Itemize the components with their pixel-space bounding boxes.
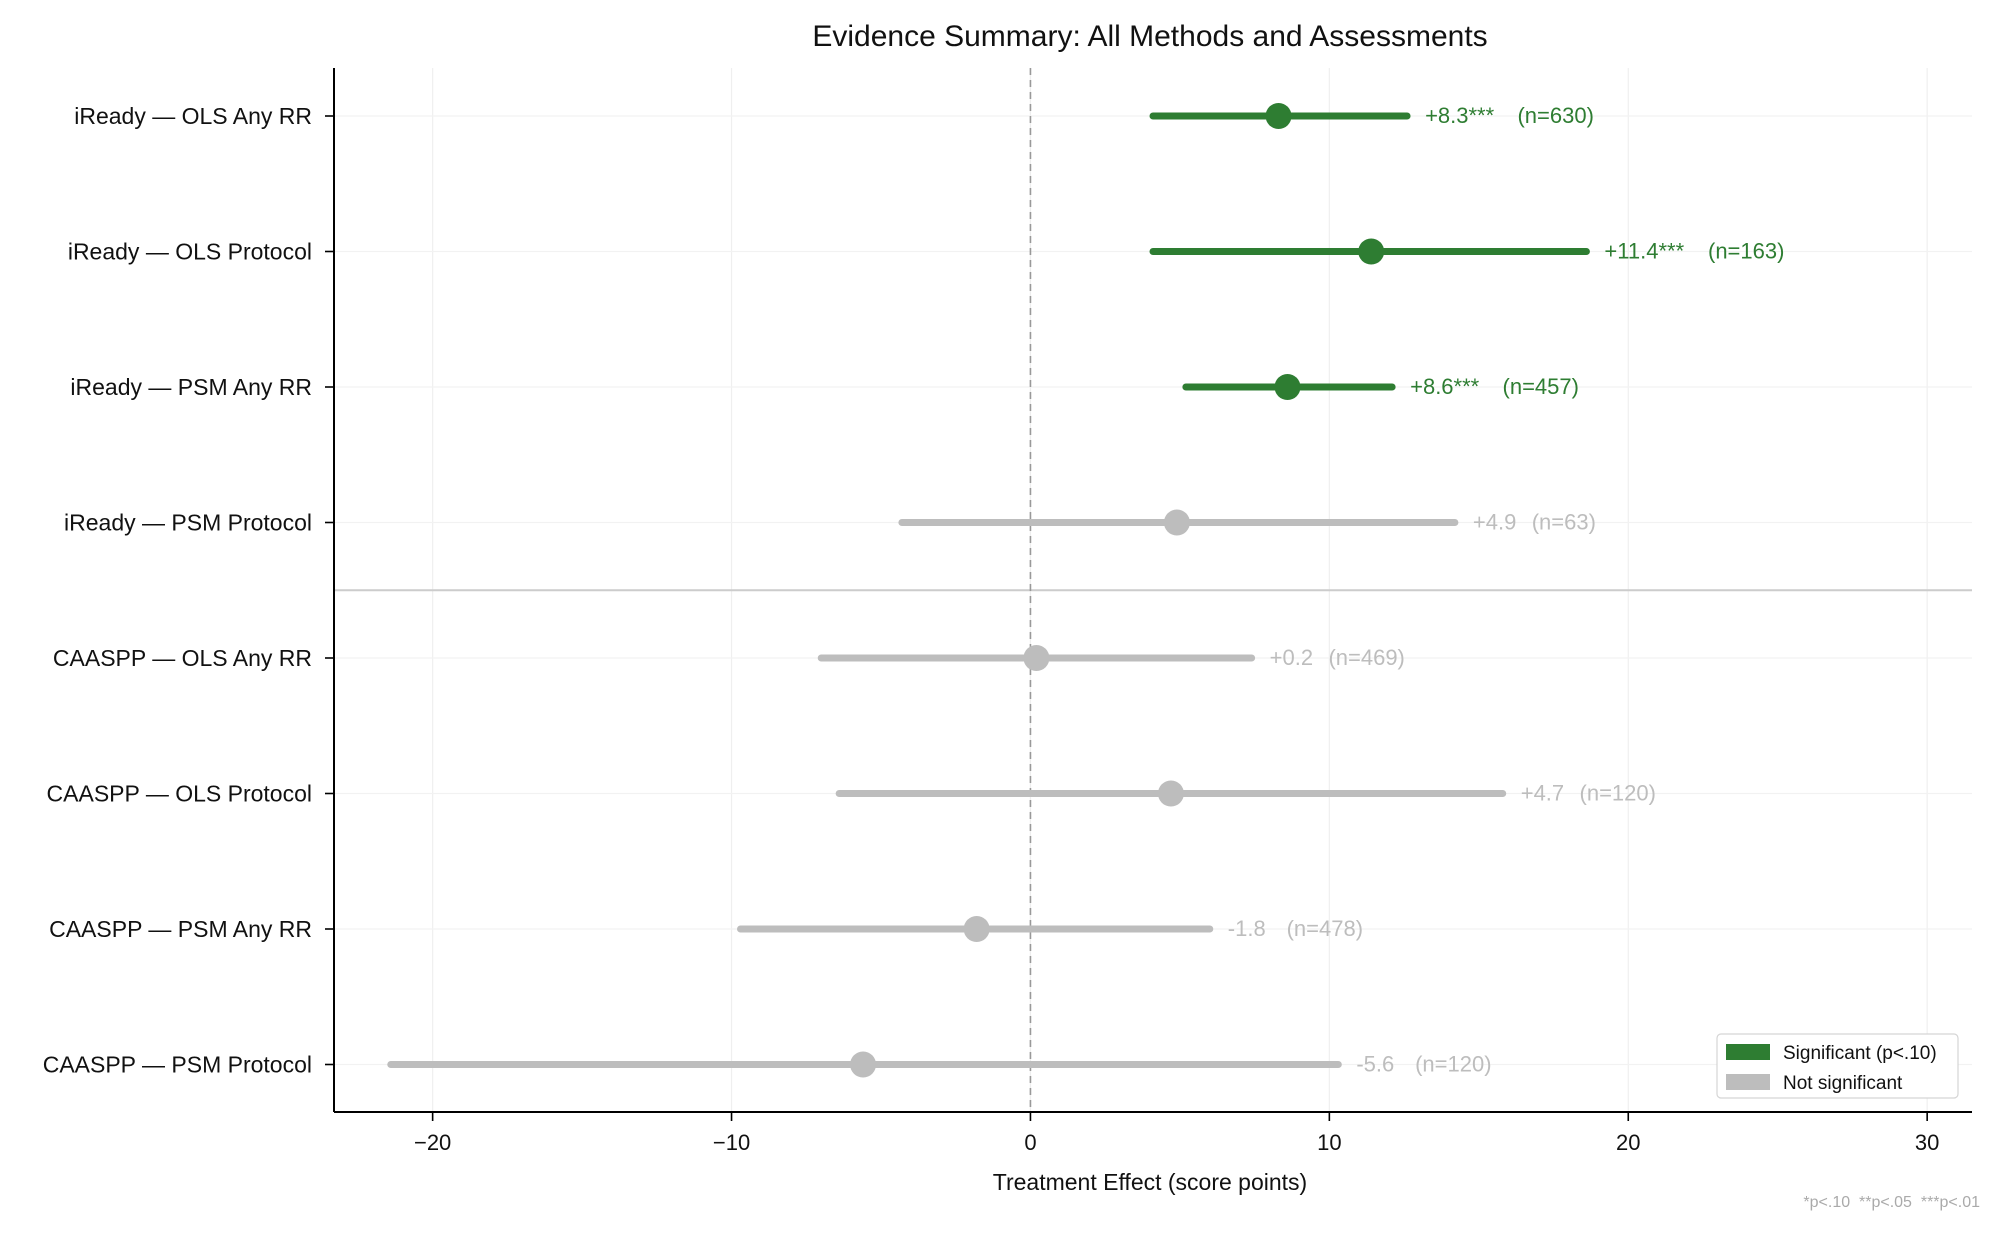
x-tick-label: 0 [1024,1130,1036,1155]
estimate-annotation: +11.4*** [1604,239,1684,264]
legend-label: Significant (p<.10) [1783,1043,1937,1064]
y-tick-label: CAASPP — PSM Any RR [49,916,312,942]
estimate-annotation: +8.3*** [1425,103,1495,128]
point-estimate [1163,509,1190,536]
sample-size-annotation: (n=630) [1517,103,1593,128]
x-tick-label: 10 [1317,1130,1341,1155]
point-estimate [1023,645,1050,671]
legend-box [1716,1033,1959,1099]
sample-size-annotation: (n=457) [1503,374,1579,399]
point-estimate [1265,103,1292,129]
sample-size-annotation: (n=120) [1580,781,1656,806]
estimate-annotation: -5.6 [1356,1052,1394,1077]
sample-size-annotation: (n=469) [1328,645,1404,670]
legend: Significant (p<.10) Not significant [1716,1033,1959,1099]
point-estimate [1358,238,1385,265]
sample-size-annotation: (n=163) [1708,239,1784,264]
y-tick-label: CAASPP — OLS Any RR [53,645,312,671]
significance-footnote: *p<.10 **p<.05 ***p<.01 [1803,1194,1980,1211]
estimate-annotation: +4.7 [1521,781,1564,806]
axes-layer: −20 −10 0 10 20 30 iReady — OLS Any RR iReady —… [43,68,1972,1155]
estimate-annotation: -1.8 [1228,916,1266,941]
x-tick-label: 20 [1616,1130,1640,1155]
point-estimate [1274,374,1301,400]
legend-swatch [1726,1074,1770,1090]
x-axis-label: Treatment Effect (score points) [993,1169,1307,1195]
y-tick-label: iReady — OLS Any RR [74,103,312,129]
legend-label: Not significant [1783,1073,1903,1094]
point-estimate [1157,780,1184,807]
sample-size-annotation: (n=120) [1415,1052,1491,1077]
point-estimate [963,916,990,942]
y-tick-label: iReady — PSM Any RR [70,374,312,400]
point-estimate [850,1051,877,1078]
chart-title: Evidence Summary: All Methods and Assess… [812,20,1487,53]
x-tick-label: 30 [1915,1130,1939,1155]
estimate-annotation: +0.2 [1270,645,1313,670]
sample-size-annotation: (n=478) [1287,916,1363,941]
x-tick-label: −20 [414,1130,451,1155]
estimate-annotation: +8.6*** [1410,374,1480,399]
y-tick-label: CAASPP — OLS Protocol [47,781,312,807]
y-tick-label: iReady — PSM Protocol [64,510,312,536]
reference-layer [334,68,1972,1112]
x-tick-label: −10 [713,1130,750,1155]
y-tick-label: iReady — OLS Protocol [68,239,312,265]
marks-layer: +8.3*** (n=630) +11.4*** (n=163) +8.6*** (n=4… [387,103,1784,1078]
y-tick-label: CAASPP — PSM Protocol [43,1052,312,1078]
legend-swatch [1726,1044,1770,1060]
sample-size-annotation: (n=63) [1532,510,1596,535]
estimate-annotation: +4.9 [1473,510,1516,535]
